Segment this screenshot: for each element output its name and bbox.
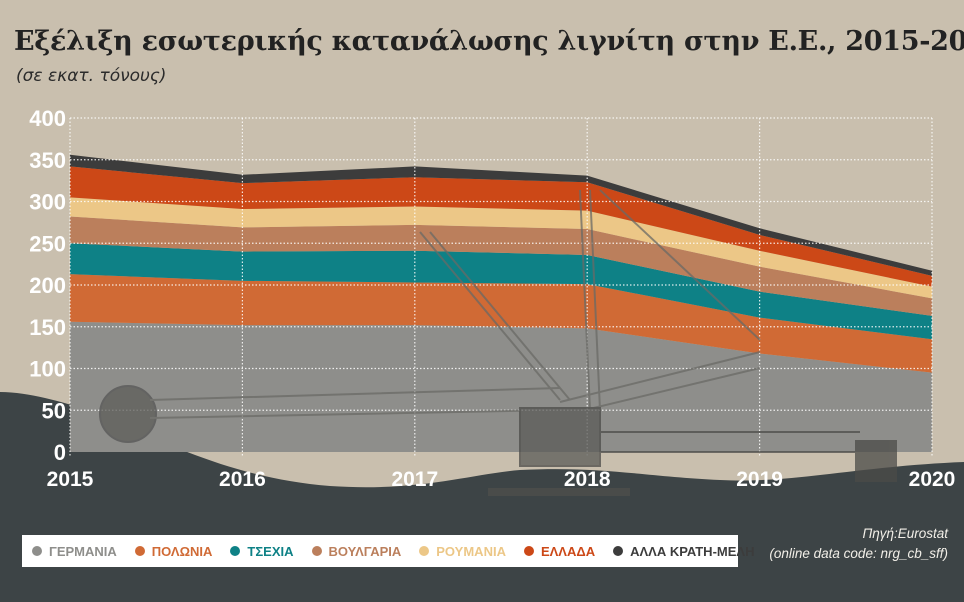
area-series-3 <box>70 216 932 316</box>
chart-title: Εξέλιξη εσωτερικής κατανάλωσης λιγνίτη σ… <box>14 26 964 57</box>
legend-item-germany: ΓΕΡΜΑΝΙΑ <box>32 544 117 559</box>
excavator-illustration <box>99 189 897 496</box>
legend-label: ΕΛΛΑΔΑ <box>540 543 596 559</box>
legend-swatch <box>419 546 430 556</box>
y-tick-label: 400 <box>29 106 66 131</box>
legend-item-poland: ΠΟΛΩΝΙΑ <box>134 543 213 559</box>
legend-label: ΑΛΛΑ ΚΡΑΤΗ-ΜΕΛΗ <box>630 543 755 559</box>
y-tick-label: 150 <box>29 315 66 340</box>
y-tick-label: 50 <box>42 398 66 423</box>
legend-swatch <box>523 546 534 556</box>
chart-subtitle: (σε εκατ. τόνους) <box>16 66 167 86</box>
x-tick-label: 2017 <box>391 468 438 491</box>
mast-arm <box>419 231 571 401</box>
x-tick-label: 2016 <box>219 468 266 491</box>
area-series-6 <box>70 154 932 276</box>
lower-bridge <box>600 431 860 453</box>
legend-label: ΡΟΥΜΑΝΙΑ <box>436 543 506 559</box>
x-tick-label: 2015 <box>47 468 94 491</box>
legend-swatch <box>32 546 42 556</box>
y-tick-label: 350 <box>29 148 66 173</box>
boom-beam <box>149 387 561 419</box>
rear-unit <box>855 440 897 482</box>
legend-item-czechia: ΤΣΕΧΙΑ <box>230 543 294 559</box>
x-tick-label: 2019 <box>736 468 783 491</box>
y-tick-label: 250 <box>29 231 66 256</box>
x-tick-label: 2020 <box>909 468 956 491</box>
legend-item-greece: ΕΛΛΑΔΑ <box>523 543 596 559</box>
source-note: Πηγή:Eurostat (online data code: nrg_cb_… <box>769 524 948 564</box>
legend-label: ΤΣΕΧΙΑ <box>247 543 294 559</box>
area-series-1 <box>70 274 932 373</box>
track-base <box>488 488 630 496</box>
support-cable <box>599 189 761 341</box>
legend-item-bulgaria: ΒΟΥΛΓΑΡΙΑ <box>311 543 402 559</box>
area-series-0 <box>70 321 932 452</box>
legend-swatch <box>134 546 145 556</box>
legend-label: ΒΟΥΛΓΑΡΙΑ <box>328 543 402 559</box>
legend-swatch <box>230 546 241 556</box>
legend-item-other-members: ΑΛΛΑ ΚΡΑΤΗ-ΜΕΛΗ <box>613 544 754 559</box>
legend-item-romania: ΡΟΥΜΑΝΙΑ <box>419 544 506 559</box>
y-tick-label: 100 <box>29 357 66 382</box>
machine-body <box>519 407 601 467</box>
legend-swatch <box>613 546 624 556</box>
bucket-wheel <box>99 385 157 443</box>
y-tick-label: 200 <box>29 273 66 298</box>
y-tick-label: 0 <box>54 440 66 465</box>
x-tick-label: 2018 <box>564 468 611 491</box>
legend-label: ΓΕΡΜΑΝΙΑ <box>49 543 117 559</box>
area-series-4 <box>70 197 932 299</box>
y-tick-label: 300 <box>29 190 66 215</box>
tower-mast <box>579 189 601 411</box>
source-label: Πηγή:Eurostat <box>862 526 948 541</box>
area-series-2 <box>70 243 932 340</box>
legend-label: ΠΟΛΩΝΙΑ <box>151 543 213 559</box>
source-code: (online data code: nrg_cb_sff) <box>769 546 948 561</box>
legend: ΓΕΡΜΑΝΙΑ ΠΟΛΩΝΙΑ ΤΣΕΧΙΑ ΒΟΥΛΓΑΡΙΑ ΡΟΥΜΑΝ… <box>22 535 754 567</box>
area-series-5 <box>70 166 932 287</box>
legend-swatch <box>311 546 322 556</box>
